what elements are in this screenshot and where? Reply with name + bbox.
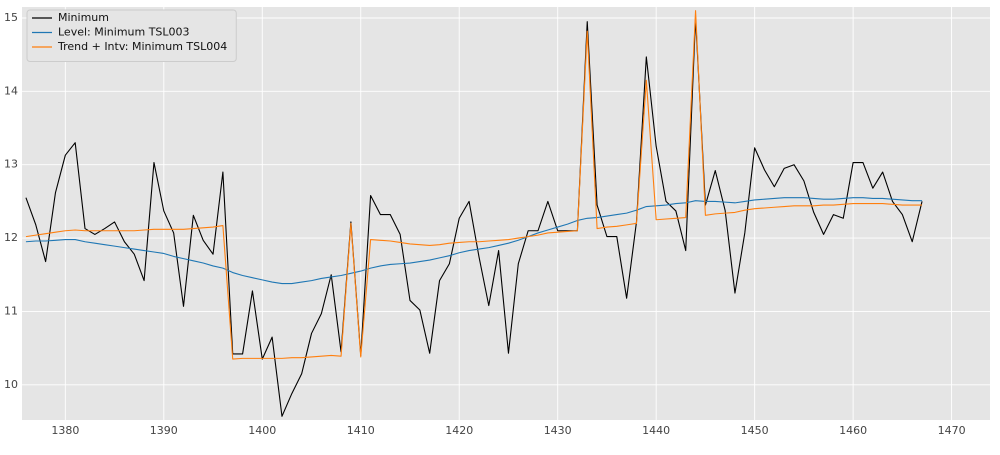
y-tick-label: 10	[4, 378, 18, 391]
x-tick-label: 1430	[544, 424, 572, 437]
legend-label: Trend + Intv: Minimum TSL004	[57, 40, 227, 53]
y-tick-label: 15	[4, 11, 18, 24]
series-line	[25, 17, 923, 417]
legend-box	[26, 9, 237, 62]
x-tick-label: 1380	[51, 424, 79, 437]
y-tick-label: 13	[4, 158, 18, 171]
y-tick-label: 12	[4, 231, 18, 244]
plot-area	[22, 7, 990, 420]
y-tick-label: 14	[4, 84, 18, 97]
x-tick-label: 1450	[741, 424, 769, 437]
x-tick-label: 1400	[248, 424, 276, 437]
legend-label: Level: Minimum TSL003	[58, 26, 190, 39]
x-tick-label: 1470	[938, 424, 966, 437]
x-tick-label: 1420	[445, 424, 473, 437]
x-tick-label: 1440	[642, 424, 670, 437]
series-line	[25, 10, 923, 360]
y-tick-label: 11	[4, 304, 18, 317]
legend-label: Minimum	[58, 11, 109, 24]
x-tick-label: 1390	[150, 424, 178, 437]
series-line	[25, 197, 923, 285]
x-tick-label: 1410	[347, 424, 375, 437]
x-tick-label: 1460	[839, 424, 867, 437]
